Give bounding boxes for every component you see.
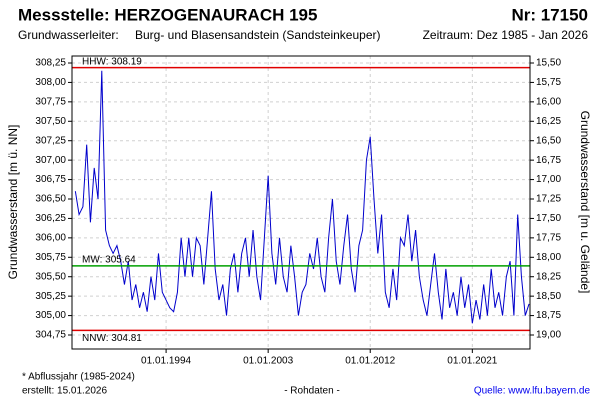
y-tick-label: 305,25 <box>35 291 66 302</box>
data-line <box>74 70 530 324</box>
y-tick-label: 307,25 <box>35 135 66 146</box>
reference-label: NNW: 304.81 <box>82 333 142 344</box>
data-status: - Rohdaten - <box>284 386 340 397</box>
y-tick-label: 305,75 <box>35 252 66 263</box>
y-tick-label: 307,50 <box>35 116 66 127</box>
x-tick-label: 01.01.2012 <box>345 356 395 367</box>
y2-tick-label: 18,50 <box>536 291 561 302</box>
aquifer-label: Grundwasserleiter: <box>18 28 119 42</box>
reference-label: MW: 305.64 <box>82 254 136 265</box>
y-tick-label: 306,25 <box>35 213 66 224</box>
y2-tick-label: 17,25 <box>536 194 561 205</box>
reference-label: HHW: 308.19 <box>82 56 142 67</box>
plot-frame <box>71 55 531 350</box>
y2-tick-label: 16,25 <box>536 116 561 127</box>
x-tick-label: 01.01.2021 <box>447 356 497 367</box>
station-number: Nr: 17150 <box>511 5 588 24</box>
chart-title: Messstelle: HERZOGENAURACH 195 <box>18 5 317 24</box>
y-tick-label: 306,50 <box>35 194 66 205</box>
y-tick-label: 307,00 <box>35 155 66 166</box>
y-tick-label: 307,75 <box>35 96 66 107</box>
y2-tick-label: 15,75 <box>536 77 561 88</box>
y2-tick-label: 16,75 <box>536 155 561 166</box>
period: Zeitraum: Dez 1985 - Jan 2026 <box>423 28 589 42</box>
y2-axis-label: Grundwasserstand [m u. Gelände] <box>578 111 592 294</box>
y2-tick-label: 18,00 <box>536 252 561 263</box>
y-tick-label: 305,50 <box>35 271 66 282</box>
y-tick-label: 308,00 <box>35 77 66 88</box>
x-tick-label: 01.01.1994 <box>141 356 191 367</box>
source[interactable]: Quelle: www.lfu.bayern.de <box>474 386 591 397</box>
y-axis-label: Grundwasserstand [m ü. NN] <box>6 125 20 280</box>
y2-tick-label: 16,00 <box>536 96 561 107</box>
y2-tick-label: 17,75 <box>536 233 561 244</box>
y-tick-label: 304,75 <box>35 330 66 341</box>
y2-tick-label: 16,50 <box>536 135 561 146</box>
y-tick-label: 308,25 <box>35 58 66 69</box>
x-tick-label: 01.01.2003 <box>243 356 293 367</box>
y2-tick-label: 17,50 <box>536 213 561 224</box>
y-tick-label: 306,75 <box>35 174 66 185</box>
y2-tick-label: 19,00 <box>536 330 561 341</box>
y2-tick-label: 18,75 <box>536 310 561 321</box>
y2-tick-label: 17,00 <box>536 174 561 185</box>
y-tick-label: 306,00 <box>35 233 66 244</box>
y2-tick-label: 18,25 <box>536 271 561 282</box>
y-tick-label: 305,00 <box>35 310 66 321</box>
footnote: * Abflussjahr (1985-2024) <box>22 372 135 383</box>
created: erstellt: 15.01.2026 <box>22 386 107 397</box>
y2-tick-label: 15,50 <box>536 58 561 69</box>
aquifer: Burg- und Blasensandstein (Sandsteinkeup… <box>135 28 380 42</box>
